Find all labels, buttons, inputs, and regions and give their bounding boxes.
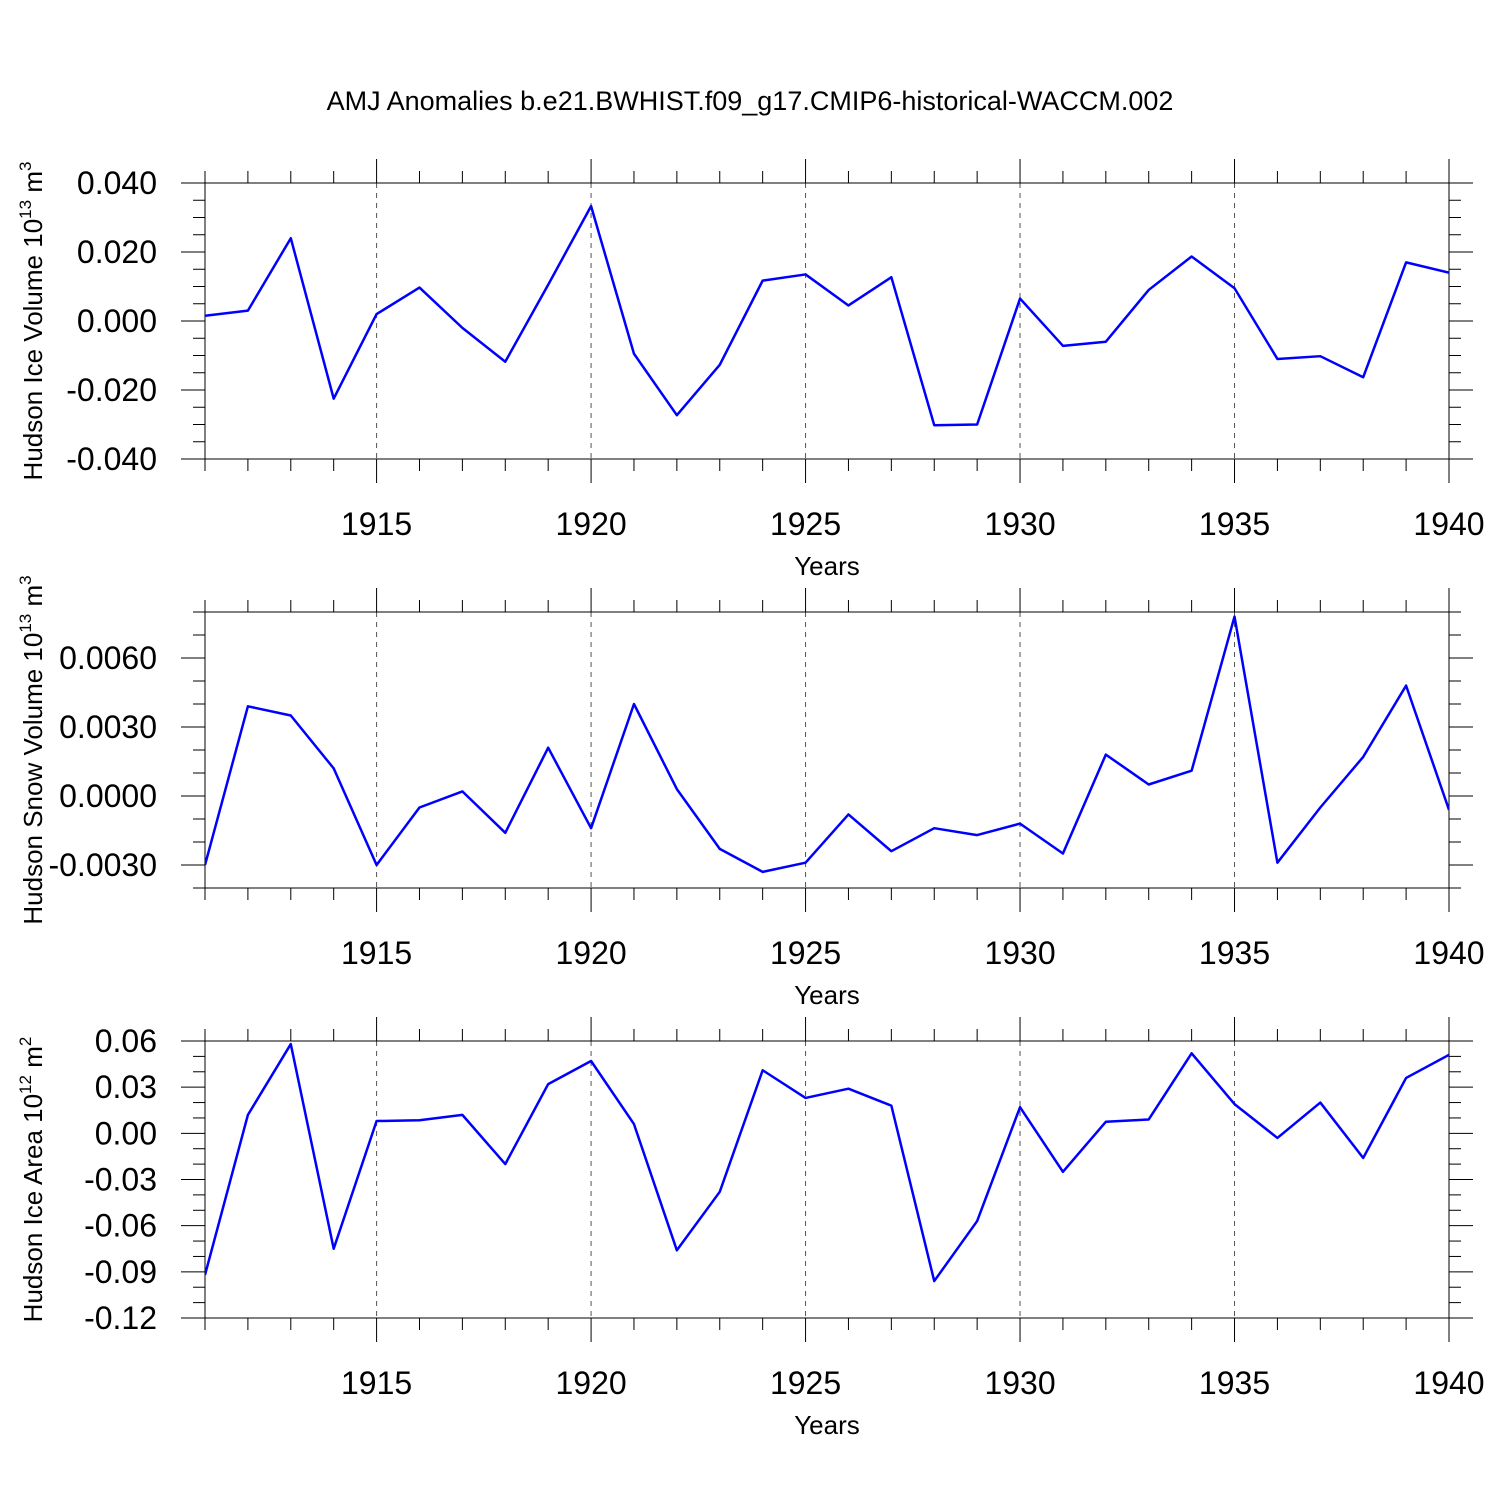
y-tick-label: 0.0030 [59, 709, 157, 745]
x-tick-label: 1940 [1413, 935, 1484, 971]
plot-frame [204, 1040, 1450, 1319]
panel-2: 1915 1920 1925 1930 1935 1940 -0.0030 0.0000 0.0… [16, 575, 1485, 1010]
y-tick-label: 0.040 [77, 165, 157, 201]
x-tick-label: 1935 [1199, 1365, 1270, 1401]
y-tick-label: 0.020 [77, 234, 157, 270]
chart-title: AMJ Anomalies b.e21.BWHIST.f09_g17.CMIP6… [327, 86, 1174, 116]
y-tick-label: 0.000 [77, 303, 157, 339]
x-tick-label: 1915 [341, 506, 412, 542]
x-axis-title: Years [794, 551, 860, 581]
panel-3: 1915 1920 1925 1930 1935 1940 -0.12 -0.09 -0.06 -… [16, 1017, 1485, 1440]
x-tick-label: 1930 [984, 935, 1055, 971]
series-line [205, 204, 1449, 427]
x-axis-title: Years [794, 980, 860, 1010]
y-tick-label: -0.0030 [48, 847, 157, 883]
plot-frame [204, 182, 1450, 460]
y-tick-label: 0.03 [95, 1069, 157, 1105]
y-tick-label: -0.09 [84, 1254, 157, 1290]
y-tick-label: 0.0000 [59, 778, 157, 814]
panel-1: 1915 1920 1925 1930 1935 1940 -0.040 -0.020 0.00… [16, 159, 1485, 581]
x-tick-label: 1925 [770, 1365, 841, 1401]
x-tick-label: 1915 [341, 935, 412, 971]
y-axis-title: Hudson Ice Area 1012 m2 [16, 1037, 48, 1323]
y-tick-label: -0.03 [84, 1162, 157, 1198]
x-tick-label: 1930 [984, 1365, 1055, 1401]
x-tick-label: 1925 [770, 506, 841, 542]
y-tick-label: 0.06 [95, 1023, 157, 1059]
y-tick-label: -0.020 [66, 372, 157, 408]
y-tick-label: 0.00 [95, 1115, 157, 1151]
x-tick-label: 1920 [555, 1365, 626, 1401]
x-tick-label: 1920 [555, 506, 626, 542]
series-line [205, 1042, 1449, 1283]
x-tick-label: 1935 [1199, 935, 1270, 971]
series-line [205, 615, 1449, 874]
x-tick-label: 1935 [1199, 506, 1270, 542]
x-tick-label: 1930 [984, 506, 1055, 542]
x-tick-label: 1940 [1413, 1365, 1484, 1401]
x-axis-title: Years [794, 1410, 860, 1440]
y-axis-title: Hudson Snow Volume 1013 m3 [16, 575, 48, 924]
y-tick-label: -0.12 [84, 1300, 157, 1336]
x-tick-label: 1940 [1413, 506, 1484, 542]
x-tick-label: 1920 [555, 935, 626, 971]
x-tick-label: 1925 [770, 935, 841, 971]
y-tick-label: -0.06 [84, 1208, 157, 1244]
x-tick-label: 1915 [341, 1365, 412, 1401]
y-axis-title: Hudson Ice Volume 1013 m3 [16, 162, 48, 481]
y-tick-label: 0.0060 [59, 640, 157, 676]
y-tick-label: -0.040 [66, 441, 157, 477]
